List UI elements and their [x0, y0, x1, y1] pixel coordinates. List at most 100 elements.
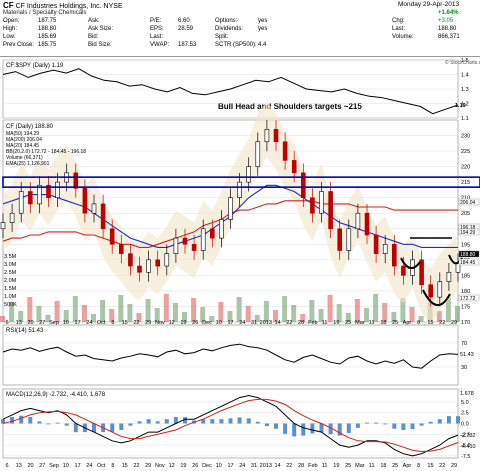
quote-label: VWAP:: [150, 42, 170, 48]
macd-histogram-bar: [219, 419, 224, 424]
quote-label: P/E:: [150, 18, 162, 24]
x-tick-label-bottom: 24: [86, 463, 92, 469]
volume-bar: [282, 296, 288, 322]
head-shoulders-annotation: Bull Head and Shoulders targets ~215: [218, 102, 362, 111]
price-flag-label: 188.80: [460, 252, 476, 258]
macd-line: [2, 394, 459, 457]
rs-line: [2, 68, 459, 115]
candle-body: [155, 259, 160, 267]
x-tick-label-top: 8: [417, 320, 420, 326]
candle-body: [428, 284, 434, 298]
x-tick-label-top: 10: [216, 320, 222, 326]
x-tick-label-top: 22: [286, 320, 292, 326]
quote-label: Bid Size:: [88, 42, 112, 48]
x-tick-label-bottom: 25: [345, 463, 351, 469]
price-tick-label: 230: [461, 134, 470, 140]
macd-histogram-bar: [392, 423, 397, 429]
macd-histogram-bar: [237, 417, 242, 424]
candle-body: [146, 259, 151, 273]
volume-bar: [91, 314, 96, 322]
macd-histogram-bar: [210, 419, 215, 424]
x-tick-label-bottom: 29: [145, 463, 151, 469]
x-tick-label-bottom: 2013: [260, 463, 272, 469]
x-tick-label-bottom: 12: [169, 463, 175, 469]
x-tick-label-top: 27: [39, 320, 45, 326]
x-tick-label-bottom: 11: [322, 463, 328, 469]
candle-body: [37, 184, 42, 205]
volume-bar: [172, 303, 178, 322]
volume-bar: [27, 297, 33, 322]
volume-bar: [145, 299, 151, 322]
x-tick-label-bottom: 20: [27, 463, 33, 469]
x-tick-label-top: 25: [392, 320, 398, 326]
macd-histogram-bar: [264, 423, 269, 427]
volume-bar: [382, 303, 388, 322]
volume-label: 1.0M: [4, 294, 17, 300]
price-legend-entry: EMA(25) 1,126,901: [6, 161, 50, 167]
macd-last-label: 1.678: [460, 391, 474, 397]
x-tick-label-bottom: 18: [380, 463, 386, 469]
candle-body: [182, 237, 188, 245]
volume-bar: [209, 316, 215, 322]
x-tick-label-bottom: 13: [16, 463, 22, 469]
macd-histogram-bar: [110, 423, 115, 433]
macd-histogram-bar: [155, 421, 160, 424]
watermark: © StockCharts.com: [445, 59, 480, 66]
price-tick-label: 225: [461, 149, 470, 155]
price-tick-label: 210: [461, 196, 470, 202]
candle-body: [27, 191, 33, 205]
volume-bar: [63, 310, 69, 322]
candle-body: [310, 197, 315, 214]
volume-bar: [309, 300, 315, 322]
price-tick-label: 205: [461, 211, 470, 217]
quote-label: Dividends:: [215, 26, 244, 32]
price-tick-label: 175: [461, 304, 470, 310]
macd-title: MACD(12,26,9) -2.732, -4.410, 1.678: [6, 392, 106, 398]
x-tick-label-top: 26: [192, 320, 198, 326]
macd-histogram-bar: [10, 417, 15, 424]
macd-histogram-bar: [383, 423, 388, 425]
x-tick-label-top: Mar: [355, 320, 365, 326]
price-flag-label: 172.72: [460, 296, 476, 302]
macd-histogram-bar: [419, 423, 424, 426]
x-tick-label-bottom: 17: [227, 463, 233, 469]
x-tick-label-bottom: 22: [133, 463, 139, 469]
candle-body: [391, 244, 397, 267]
x-tick-label-bottom: 19: [180, 463, 186, 469]
price-legend-entry: MA(50) 194.29: [6, 131, 39, 137]
candle-body: [346, 228, 352, 251]
macd-histogram-bar: [19, 415, 24, 424]
left-shoulder-arc: [400, 257, 421, 269]
price-tick-label: 215: [461, 180, 470, 186]
volume-bar: [336, 304, 342, 322]
price-tick-label: 170: [461, 320, 470, 326]
ticker: CF: [3, 1, 14, 10]
quote-value: 187.53: [178, 42, 197, 48]
x-tick-label-top: 31: [251, 320, 257, 326]
x-tick-label-top: 15: [427, 320, 433, 326]
neckline-box: [2, 176, 480, 188]
candle-body: [300, 172, 306, 198]
price-flag: [458, 250, 480, 258]
quote-label: SCTR (SP500):: [215, 42, 257, 48]
volume-bar: [400, 298, 406, 322]
x-tick-label-top: 8: [111, 320, 114, 326]
x-tick-label-top: 6: [5, 320, 8, 326]
quote-label: Options:: [215, 18, 238, 24]
volume-bar: [245, 306, 251, 322]
macd-histogram-bar: [328, 423, 333, 435]
x-tick-label-bottom: 22: [439, 463, 445, 469]
x-tick-label-top: 11: [369, 320, 375, 326]
candle-body: [291, 160, 297, 174]
volume-bar: [109, 309, 115, 322]
volume-bar: [273, 310, 278, 322]
candle-body: [191, 244, 197, 251]
rs-tick-label: 1.1: [461, 116, 469, 122]
x-tick-label-bottom: 22: [286, 463, 292, 469]
rs-tick-label: 1.3: [461, 87, 469, 93]
macd-histogram-bar: [310, 423, 315, 434]
candle-body: [355, 212, 361, 230]
x-tick-label-top: 12: [169, 320, 175, 326]
